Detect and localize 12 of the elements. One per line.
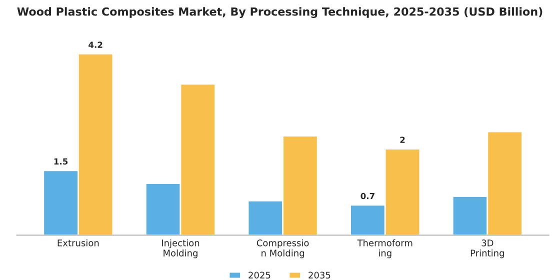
legend-label: 2035 [308, 272, 330, 279]
x-tick-label: Thermoform ing [357, 239, 412, 258]
x-tick-label: Injection Molding [162, 239, 200, 258]
x-tick-label: Compressio n Molding [256, 239, 309, 258]
data-label: 4.2 [88, 42, 102, 48]
data-label: 1.5 [54, 158, 68, 165]
x-tick-label: 3D Printing [470, 240, 504, 258]
data-label: 0.7 [360, 192, 374, 200]
x-tick-label: Extrusion [58, 239, 99, 246]
data-label: 2 [400, 136, 405, 143]
legend-label: 2025 [248, 272, 270, 279]
chart-title: Wood Plastic Composites Market, By Processing Technique, 2025-2035 (USD Billion) [17, 7, 542, 18]
